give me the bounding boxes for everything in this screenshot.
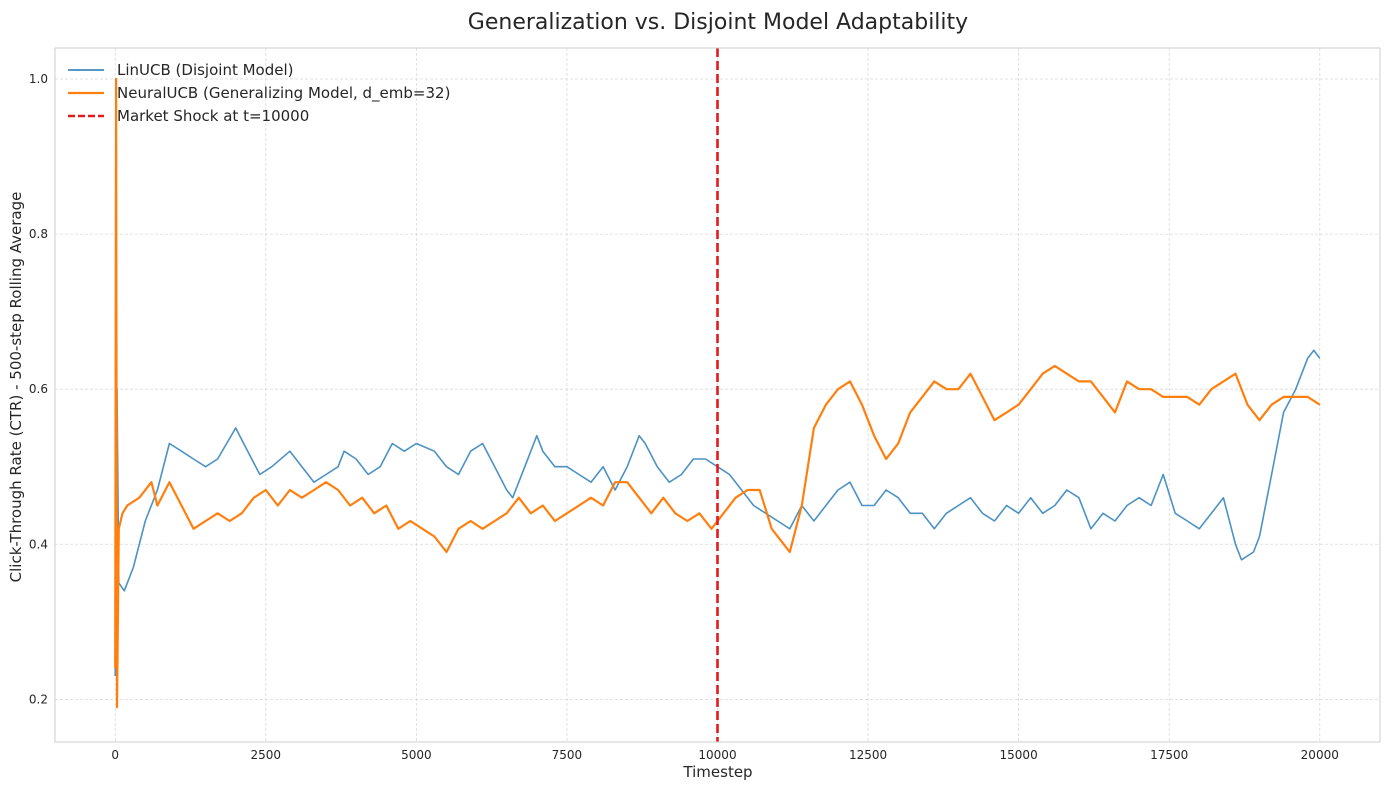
plot-frame — [54, 47, 1381, 743]
series-line-2 — [114, 77, 1321, 709]
x-tick-label: 12500 — [849, 748, 887, 762]
x-tick-label: 20000 — [1301, 748, 1339, 762]
y-tick-label: 0.4 — [29, 537, 48, 551]
x-tick-label: 2500 — [251, 748, 282, 762]
legend-label: NeuralUCB (Generalizing Model, d_emb=32) — [117, 84, 450, 103]
y-axis-ticks: 0.2 0.4 0.6 0.8 1.0 — [29, 72, 48, 706]
x-axis-label: Timestep — [682, 763, 752, 781]
series-layer — [114, 77, 1321, 709]
y-tick-label: 0.2 — [29, 692, 48, 706]
x-tick-label: 10000 — [698, 748, 736, 762]
x-tick-label: 7500 — [552, 748, 583, 762]
x-tick-label: 0 — [111, 748, 119, 762]
plot-area — [54, 47, 1381, 743]
legend: LinUCB (Disjoint Model) NeuralUCB (Genera… — [68, 61, 450, 125]
x-tick-label: 5000 — [401, 748, 432, 762]
y-axis-label: Click-Through Rate (CTR) - 500-step Roll… — [7, 192, 25, 583]
x-tick-label: 15000 — [1000, 748, 1038, 762]
series-line-1 — [114, 349, 1321, 677]
chart-title: Generalization vs. Disjoint Model Adapta… — [468, 10, 968, 35]
x-tick-label: 17500 — [1150, 748, 1188, 762]
y-tick-label: 0.8 — [29, 227, 48, 241]
y-tick-label: 0.6 — [29, 382, 48, 396]
y-tick-label: 1.0 — [29, 72, 48, 86]
legend-label: Market Shock at t=10000 — [117, 107, 309, 125]
x-axis-ticks: 0 2500 5000 7500 10000 12500 15000 17500 20000 — [111, 748, 1338, 762]
legend-label: LinUCB (Disjoint Model) — [117, 61, 293, 79]
